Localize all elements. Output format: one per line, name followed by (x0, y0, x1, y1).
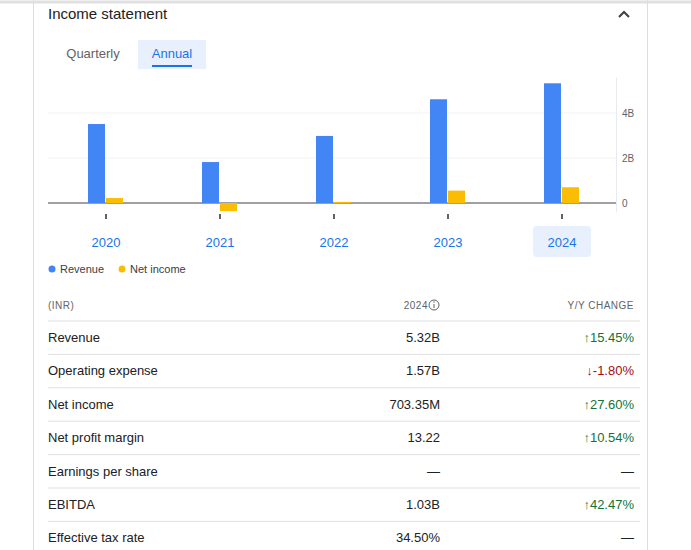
legend: Revenue Net income (49, 263, 186, 275)
table-cell: 13.22 (407, 430, 440, 445)
y-axis: 0 2B 4B (616, 78, 635, 213)
y-tick-label: 0 (622, 198, 628, 209)
title: Income statement (48, 5, 168, 22)
column-header: Y/Y CHANGE (568, 300, 635, 311)
table-cell: ↑10.54% (583, 430, 634, 445)
x-tick-label[interactable]: 2023 (434, 235, 463, 250)
table-cell: — (621, 530, 634, 545)
table-cell: ↑42.47% (583, 497, 634, 512)
bar (334, 202, 351, 203)
info-icon-stem (434, 304, 435, 308)
card-top-shadow (0, 1, 691, 4)
bar (202, 162, 219, 203)
legend-label: Net income (130, 263, 186, 275)
legend-marker (119, 266, 126, 273)
bar (448, 191, 465, 203)
table-cell: Operating expense (48, 363, 158, 378)
table-cell: Net income (48, 397, 114, 412)
table-cell: Effective tax rate (48, 530, 145, 545)
row-divider (48, 454, 640, 455)
table-cell: — (621, 464, 634, 479)
x-tick[interactable]: 2021 (206, 214, 235, 250)
x-tick[interactable]: 2022 (320, 214, 349, 250)
x-tick-mark (447, 214, 449, 219)
tab-underline (152, 65, 192, 67)
info-icon-dot (433, 301, 434, 302)
column-header: (INR) (48, 300, 74, 311)
x-tick-mark (105, 214, 107, 219)
table-cell: — (427, 464, 440, 479)
column-header: 2024 (404, 300, 428, 311)
y-tick-label: 2B (622, 153, 635, 164)
table: (INR) 2024 Y/Y CHANGE Revenue 5.32B ↑15.45% Op… (48, 300, 640, 545)
table-cell: ↑27.60% (583, 397, 634, 412)
x-tick-mark (561, 214, 563, 219)
tab-active-bg (138, 40, 206, 69)
y-axis-line (616, 78, 617, 213)
row-divider (48, 488, 640, 489)
tab[interactable]: Annual (152, 46, 193, 61)
x-tick-mark (219, 214, 221, 219)
bar (106, 198, 123, 203)
table-cell: ↑15.45% (583, 330, 634, 345)
table-cell: 34.50% (396, 530, 441, 545)
grid (48, 113, 616, 203)
x-axis: 2020 2021 2022 2023 2024 (92, 214, 577, 250)
x-tick-label[interactable]: 2020 (92, 235, 121, 250)
table-cell: Earnings per share (48, 464, 158, 479)
bar (88, 124, 105, 203)
x-tick-mark (333, 214, 335, 219)
table-cell: 703.35M (389, 397, 440, 412)
bar (316, 136, 333, 203)
table-cell: Revenue (48, 330, 100, 345)
bar (562, 187, 579, 203)
table-cell: ↓-1.80% (586, 363, 634, 378)
legend-label: Revenue (60, 263, 104, 275)
card (34, 0, 648, 550)
x-tick[interactable]: 2024 (548, 214, 577, 250)
table-cell: 5.32B (406, 330, 440, 345)
legend-marker (49, 266, 56, 273)
row-divider (48, 421, 640, 422)
x-tick-label[interactable]: 2021 (206, 235, 235, 250)
category-highlight (533, 226, 591, 257)
bar (220, 203, 237, 211)
x-tick[interactable]: 2023 (434, 214, 463, 250)
tab[interactable]: Quarterly (66, 46, 120, 61)
table-cell: 1.03B (406, 497, 440, 512)
y-tick: 2B (616, 153, 635, 164)
bar (544, 83, 561, 203)
table-cell: 1.57B (406, 363, 440, 378)
row-divider (48, 387, 640, 388)
table-cell: EBITDA (48, 497, 95, 512)
row-divider (48, 321, 640, 322)
grid-line (48, 113, 616, 114)
bars (88, 83, 579, 211)
row-divider (48, 521, 640, 522)
x-tick[interactable]: 2020 (92, 214, 121, 250)
page: Income statement Quarterly Annual 0 2B 4B 2020… (0, 0, 691, 550)
y-tick-label: 4B (622, 108, 635, 119)
y-tick: 0 (616, 198, 628, 209)
bar (430, 99, 447, 203)
x-tick-label[interactable]: 2022 (320, 235, 349, 250)
info-icon[interactable] (429, 300, 439, 310)
collapse-chevron[interactable] (619, 12, 629, 17)
row-divider (48, 354, 640, 355)
x-tick-label[interactable]: 2024 (548, 235, 577, 250)
table-cell: Net profit margin (48, 430, 144, 445)
y-tick: 4B (616, 108, 635, 119)
